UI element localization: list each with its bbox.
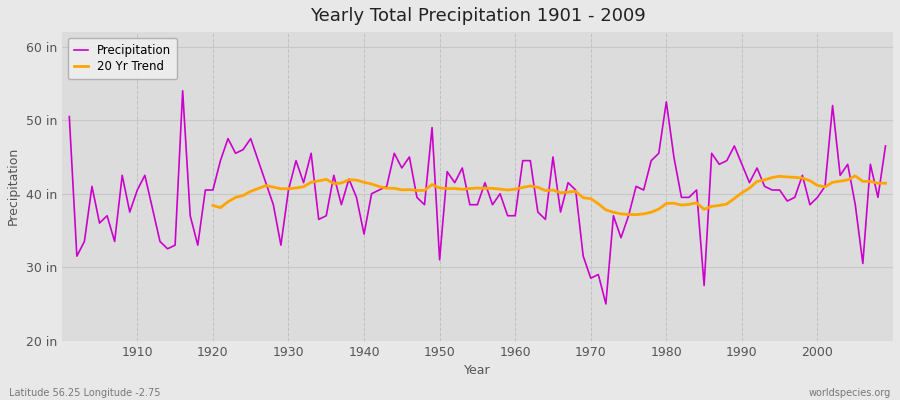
X-axis label: Year: Year [464, 364, 491, 377]
20 Yr Trend [411, 188, 422, 193]
Text: worldspecies.org: worldspecies.org [809, 388, 891, 398]
20 Yr Trend [789, 175, 800, 180]
Precipitation [177, 88, 188, 93]
Line: Precipitation: Precipitation [69, 91, 886, 304]
20 Yr Trend [298, 184, 309, 189]
20 Yr Trend [850, 174, 860, 178]
Line: 20 Yr Trend: 20 Yr Trend [213, 176, 886, 215]
20 Yr Trend [208, 203, 219, 208]
Precipitation [124, 210, 135, 214]
20 Yr Trend [684, 202, 695, 207]
Precipitation [298, 180, 309, 185]
Text: Latitude 56.25 Longitude -2.75: Latitude 56.25 Longitude -2.75 [9, 388, 160, 398]
Precipitation [64, 114, 75, 119]
20 Yr Trend [865, 179, 876, 184]
Y-axis label: Precipitation: Precipitation [7, 147, 20, 226]
20 Yr Trend [631, 212, 642, 217]
20 Yr Trend [774, 174, 785, 179]
Precipitation [616, 235, 626, 240]
Precipitation [880, 144, 891, 148]
Precipitation [600, 302, 611, 306]
Title: Yearly Total Precipitation 1901 - 2009: Yearly Total Precipitation 1901 - 2009 [310, 7, 645, 25]
Legend: Precipitation, 20 Yr Trend: Precipitation, 20 Yr Trend [68, 38, 177, 79]
20 Yr Trend [880, 181, 891, 186]
Precipitation [344, 176, 355, 181]
Precipitation [518, 158, 528, 163]
Precipitation [509, 213, 520, 218]
